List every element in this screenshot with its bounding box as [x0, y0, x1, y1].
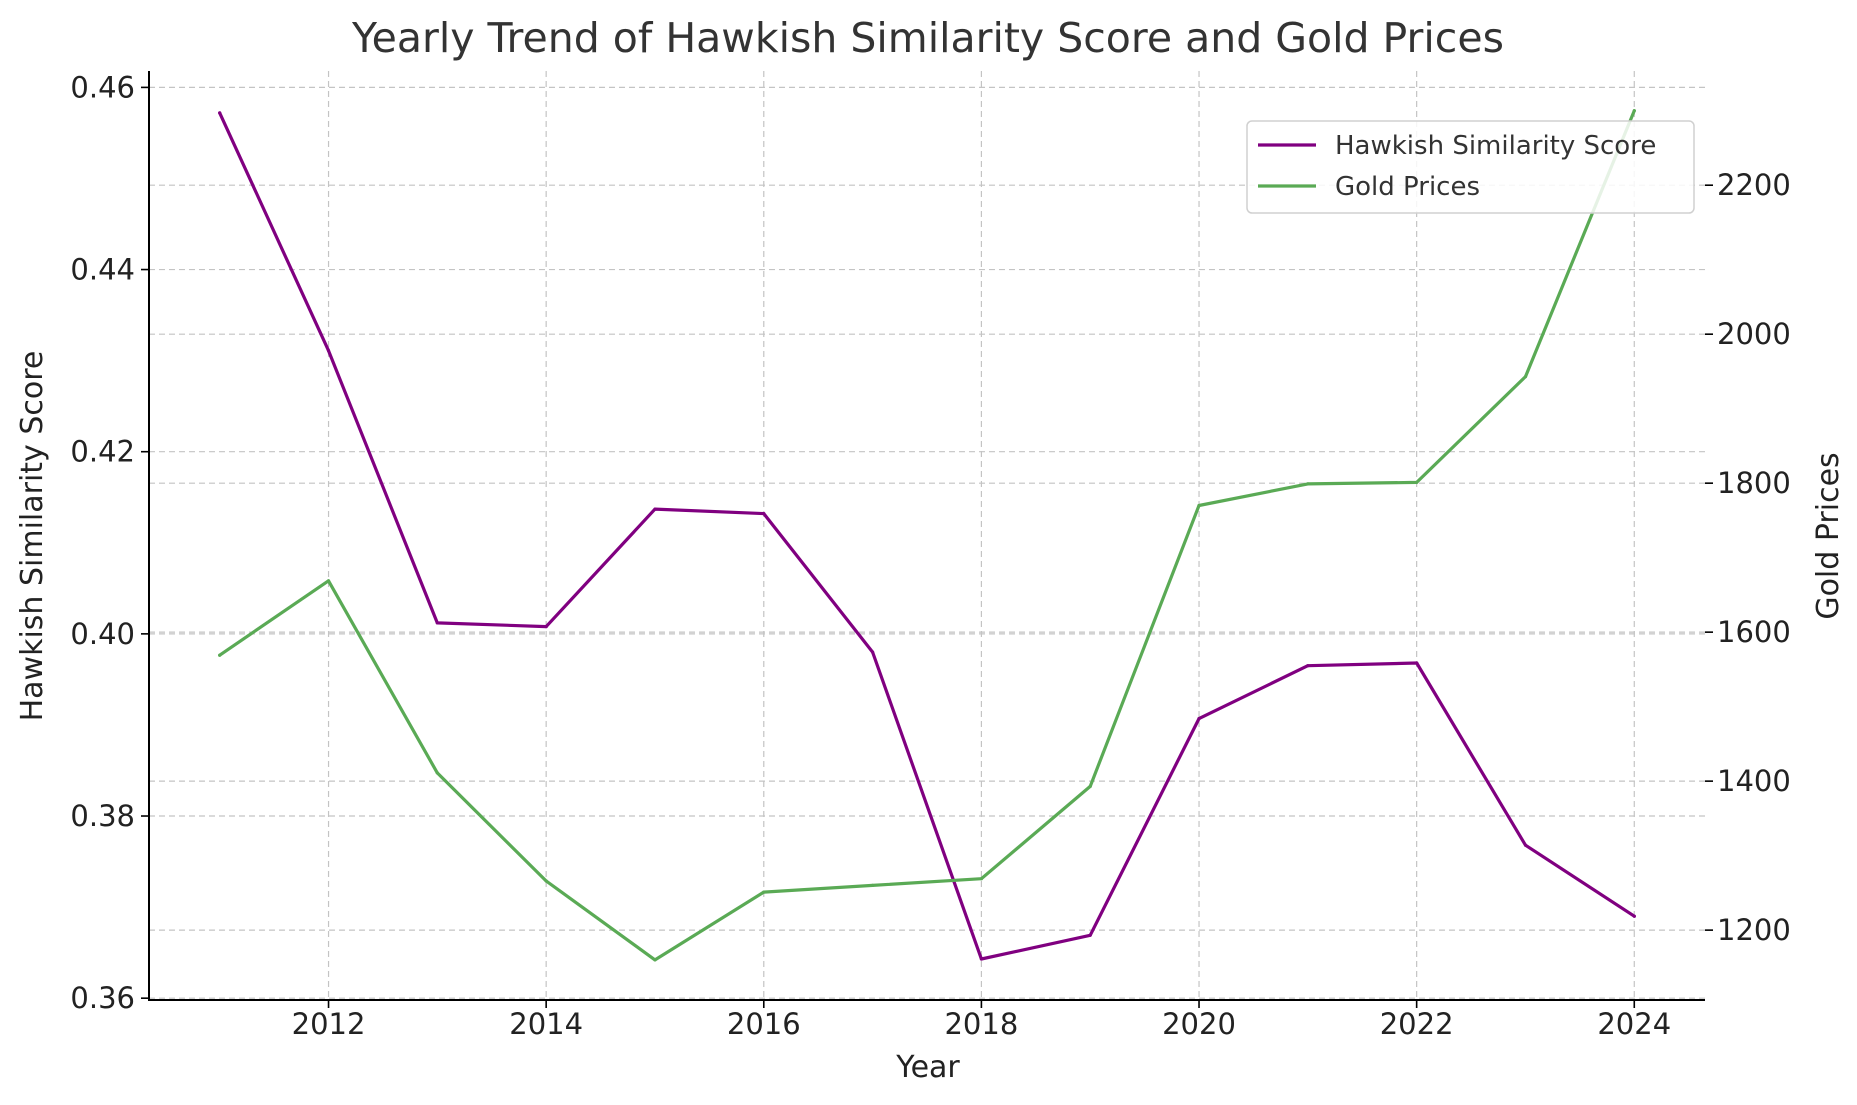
y2-tick-label: 2200 — [1717, 168, 1791, 202]
x-tick-label: 2018 — [944, 1007, 1018, 1041]
legend: Hawkish Similarity Score Gold Prices — [1246, 120, 1695, 214]
y2-axis-ticks: 1200 1400 1600 1800 2000 2200 — [1705, 168, 1791, 947]
data-point-gold-prices — [1523, 375, 1528, 379]
data-point-gold-prices — [871, 883, 875, 888]
data-point-gold-prices — [326, 579, 331, 583]
x-tick-label: 2024 — [1597, 1007, 1671, 1041]
data-point-hawkish-similarity-score — [326, 349, 331, 353]
data-point-hawkish-similarity-score — [871, 650, 875, 654]
data-point-hawkish-similarity-score — [1523, 843, 1528, 847]
grid-lines — [149, 71, 1705, 1000]
y2-axis-label: Gold Prices — [1811, 452, 1846, 619]
data-point-hawkish-similarity-score — [1306, 664, 1310, 668]
y-tick-label: 0.38 — [70, 799, 135, 833]
y-axis-label: Hawkish Similarity Score — [15, 351, 50, 722]
x-tick-label: 2014 — [509, 1007, 583, 1041]
data-point-gold-prices — [544, 879, 548, 883]
data-point-hawkish-similarity-score — [218, 111, 222, 115]
y2-tick-label: 1200 — [1717, 913, 1791, 947]
axes-frame — [148, 71, 1705, 1001]
legend-label-hawkish-similarity-score: Hawkish Similarity Score — [1335, 131, 1656, 161]
legend-box — [1246, 120, 1695, 214]
data-point-hawkish-similarity-score — [1632, 914, 1636, 918]
legend-label-gold-prices: Gold Prices — [1335, 172, 1480, 202]
x-axis-ticks: 2012 2014 2016 2018 2020 2022 2024 — [292, 1000, 1671, 1041]
data-point-gold-prices — [1415, 480, 1419, 484]
x-tick-label: 2016 — [727, 1007, 801, 1041]
data-point-hawkish-similarity-score — [979, 957, 984, 961]
data-point-hawkish-similarity-score — [435, 621, 439, 625]
data-point-gold-prices — [218, 653, 222, 657]
data-point-hawkish-similarity-score — [653, 507, 657, 511]
chart-title: Yearly Trend of Hawkish Similarity Score… — [351, 14, 1504, 62]
data-point-gold-prices — [762, 890, 766, 894]
y2-tick-label: 1400 — [1717, 764, 1791, 798]
y2-tick-label: 2000 — [1717, 317, 1791, 351]
data-point-hawkish-similarity-score — [1197, 717, 1201, 721]
y-tick-label: 0.40 — [70, 617, 135, 651]
series-line-gold-prices — [218, 109, 1636, 962]
y-tick-label: 0.42 — [70, 435, 135, 469]
data-point-hawkish-similarity-score — [1088, 933, 1092, 937]
data-point-gold-prices — [435, 771, 439, 775]
data-point-gold-prices — [1088, 784, 1092, 789]
data-point-hawkish-similarity-score — [1415, 661, 1419, 665]
data-point-gold-prices — [1632, 109, 1636, 113]
y2-tick-label: 1800 — [1717, 466, 1791, 500]
series-lines — [218, 109, 1636, 962]
y-axis-ticks: 0.36 0.38 0.40 0.42 0.44 0.46 — [70, 70, 149, 1015]
data-point-gold-prices — [1197, 503, 1201, 508]
data-point-hawkish-similarity-score — [544, 625, 548, 629]
x-tick-label: 2012 — [292, 1007, 366, 1041]
data-point-gold-prices — [653, 958, 657, 962]
data-point-hawkish-similarity-score — [762, 511, 766, 516]
series-line-hawkish-similarity-score — [218, 111, 1636, 961]
data-point-gold-prices — [1306, 482, 1310, 486]
data-point-gold-prices — [979, 877, 984, 881]
x-axis-label: Year — [895, 1050, 960, 1085]
y-tick-label: 0.44 — [70, 253, 135, 287]
x-tick-label: 2020 — [1162, 1007, 1236, 1041]
y-tick-label: 0.46 — [70, 70, 135, 104]
y-tick-label: 0.36 — [70, 981, 135, 1015]
x-tick-label: 2022 — [1380, 1007, 1454, 1041]
y2-tick-label: 1600 — [1717, 615, 1791, 649]
